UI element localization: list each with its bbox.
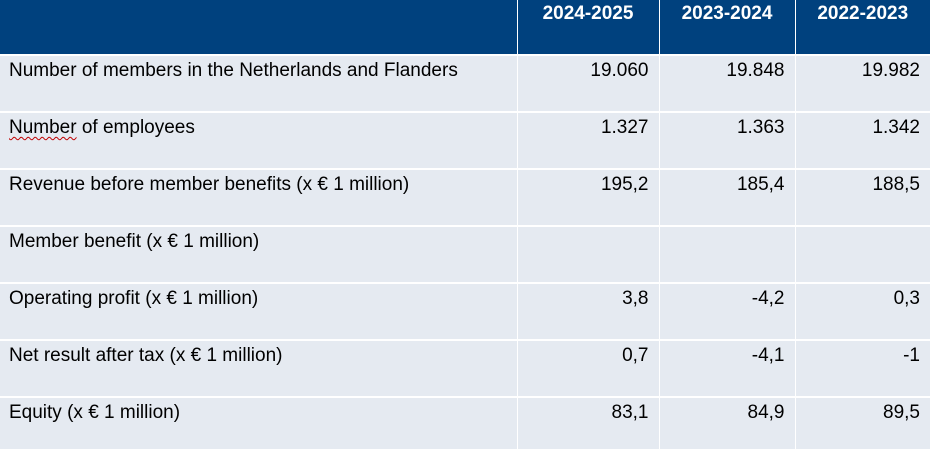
table-row-members: Number of members in the Netherlands and…: [0, 54, 930, 112]
cell-value: 0,3: [794, 282, 930, 340]
header-row: 2024-2025 2023-2024 2022-2023: [0, 0, 930, 56]
cell-value: [516, 225, 659, 283]
cell-value: 19.848: [658, 54, 795, 112]
cell-value: [794, 225, 930, 283]
row-label: Operating profit (x € 1 million): [0, 282, 517, 340]
spellcheck-flagged-word: Number: [9, 117, 77, 138]
cell-value: 1.342: [794, 111, 930, 169]
cell-value: 89,5: [794, 396, 930, 449]
table-row-net-result: Net result after tax (x € 1 million) 0,7…: [0, 339, 930, 397]
row-label: Equity (x € 1 million): [0, 396, 517, 449]
cell-value: 19.060: [516, 54, 659, 112]
cell-value: 83,1: [516, 396, 659, 449]
cell-value: 185,4: [658, 168, 795, 226]
row-label: Member benefit (x € 1 million): [0, 225, 517, 283]
header-cell-label: [0, 0, 517, 56]
cell-value: -4,2: [658, 282, 795, 340]
cell-value: 188,5: [794, 168, 930, 226]
table-row-employees: Number of employees 1.327 1.363 1.342: [0, 111, 930, 169]
header-cell-2022-2023: 2022-2023: [794, 0, 930, 56]
table-row-equity: Equity (x € 1 million) 83,1 84,9 89,5: [0, 396, 930, 449]
cell-value: -4,1: [658, 339, 795, 397]
table-row-operating-profit: Operating profit (x € 1 million) 3,8 -4,…: [0, 282, 930, 340]
cell-value: -1: [794, 339, 930, 397]
cell-value: 1.327: [516, 111, 659, 169]
header-cell-2023-2024: 2023-2024: [658, 0, 795, 56]
row-label: Revenue before member benefits (x € 1 mi…: [0, 168, 517, 226]
cell-value: 19.982: [794, 54, 930, 112]
table-row-revenue: Revenue before member benefits (x € 1 mi…: [0, 168, 930, 226]
row-label: Number of employees: [0, 111, 517, 169]
row-label-rest: of employees: [76, 117, 195, 138]
cell-value: 0,7: [516, 339, 659, 397]
cell-value: 84,9: [658, 396, 795, 449]
cell-value: 195,2: [516, 168, 659, 226]
row-label: Number of members in the Netherlands and…: [0, 54, 517, 112]
cell-value: 1.363: [658, 111, 795, 169]
cell-value: 3,8: [516, 282, 659, 340]
row-label: Net result after tax (x € 1 million): [0, 339, 517, 397]
cell-value: [658, 225, 795, 283]
header-cell-2024-2025: 2024-2025: [516, 0, 659, 56]
table-row-member-benefit: Member benefit (x € 1 million): [0, 225, 930, 283]
